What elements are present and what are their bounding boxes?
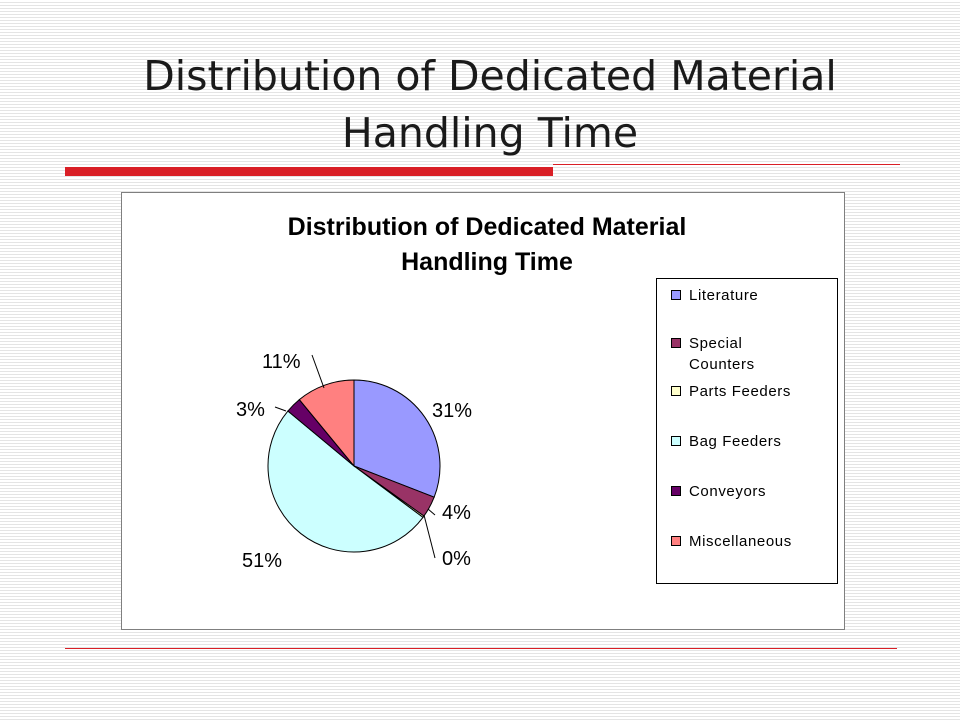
data-label-bag-feeders: 51% xyxy=(242,550,282,572)
legend-label-conveyors: Conveyors xyxy=(689,483,767,500)
chart-area: Distribution of Dedicated Material Handl… xyxy=(121,192,845,630)
chart-title-line-1: Distribution of Dedicated Material xyxy=(287,213,687,241)
legend-swatch-bag-feeders xyxy=(671,436,681,446)
chart-title-line-2: Handling Time xyxy=(401,248,573,276)
slide-title-line-2: Handling Time xyxy=(341,109,639,157)
legend-swatch-conveyors xyxy=(671,486,681,496)
legend-label-parts-feeders: Parts Feeders xyxy=(689,383,792,400)
legend-swatch-special-counters xyxy=(671,338,681,348)
legend-swatch-parts-feeders xyxy=(671,386,681,396)
title-underline-thin xyxy=(553,164,900,165)
pie-slice-literature xyxy=(353,379,441,498)
chart-legend: Literature Special Counters Parts Feeders Ba… xyxy=(656,278,838,584)
pie-slice-bag-feeders xyxy=(267,410,424,553)
data-label-literature: 31% xyxy=(432,400,472,422)
pie-chart: 31% 4% 0% 51% 3% 11% xyxy=(236,351,472,572)
chart-title: Distribution of Dedicated Material Handl… xyxy=(182,210,792,280)
legend-label-miscellaneous: Miscellaneous xyxy=(689,533,792,550)
data-label-parts-feeders: 0% xyxy=(442,548,471,570)
data-label-special-counters: 4% xyxy=(442,502,471,524)
data-label-conveyors: 3% xyxy=(236,399,265,421)
legend-label-literature: Literature xyxy=(689,287,759,304)
footer-rule xyxy=(65,648,897,649)
slide-title-line-1: Distribution of Dedicated Material xyxy=(143,52,837,100)
legend-swatch-literature xyxy=(671,290,681,300)
legend-label-special-counters: Special Counters xyxy=(689,335,755,373)
leader-line-parts-feeders xyxy=(423,514,436,559)
slide-title: Distribution of Dedicated Material Handl… xyxy=(60,48,920,162)
leader-line-miscellaneous xyxy=(311,354,325,389)
leader-line-special-counters xyxy=(427,508,436,516)
data-label-miscellaneous: 11% xyxy=(262,351,301,373)
legend-label-bag-feeders: Bag Feeders xyxy=(689,433,782,450)
leader-line-conveyors xyxy=(274,406,287,412)
title-underline-thick xyxy=(65,167,553,176)
legend-swatch-miscellaneous xyxy=(671,536,681,546)
pie-slice-miscellaneous xyxy=(298,379,355,468)
